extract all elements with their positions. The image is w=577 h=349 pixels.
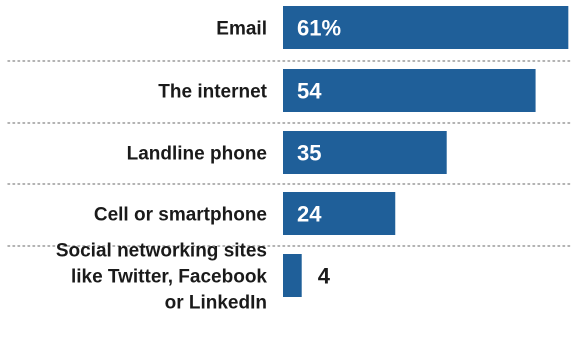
value-label: 24 bbox=[297, 202, 322, 227]
bar-1 bbox=[283, 6, 569, 49]
category-label: Cell or smartphone bbox=[94, 205, 267, 226]
value-label: 35 bbox=[297, 141, 321, 166]
value-label: 54 bbox=[297, 79, 322, 104]
bar-3 bbox=[283, 131, 447, 174]
category-label: Social networking sites bbox=[56, 241, 267, 262]
category-label: The internet bbox=[158, 82, 267, 103]
bar-4 bbox=[283, 192, 396, 235]
bar-2 bbox=[283, 69, 536, 112]
category-label: or LinkedIn bbox=[165, 293, 267, 314]
category-label: like Twitter, Facebook bbox=[71, 267, 267, 288]
category-label: Email bbox=[216, 19, 267, 40]
category-label: Landline phone bbox=[127, 144, 267, 165]
value-label: 61% bbox=[297, 16, 341, 41]
value-label: 4 bbox=[318, 264, 331, 289]
bar-5 bbox=[283, 254, 302, 297]
